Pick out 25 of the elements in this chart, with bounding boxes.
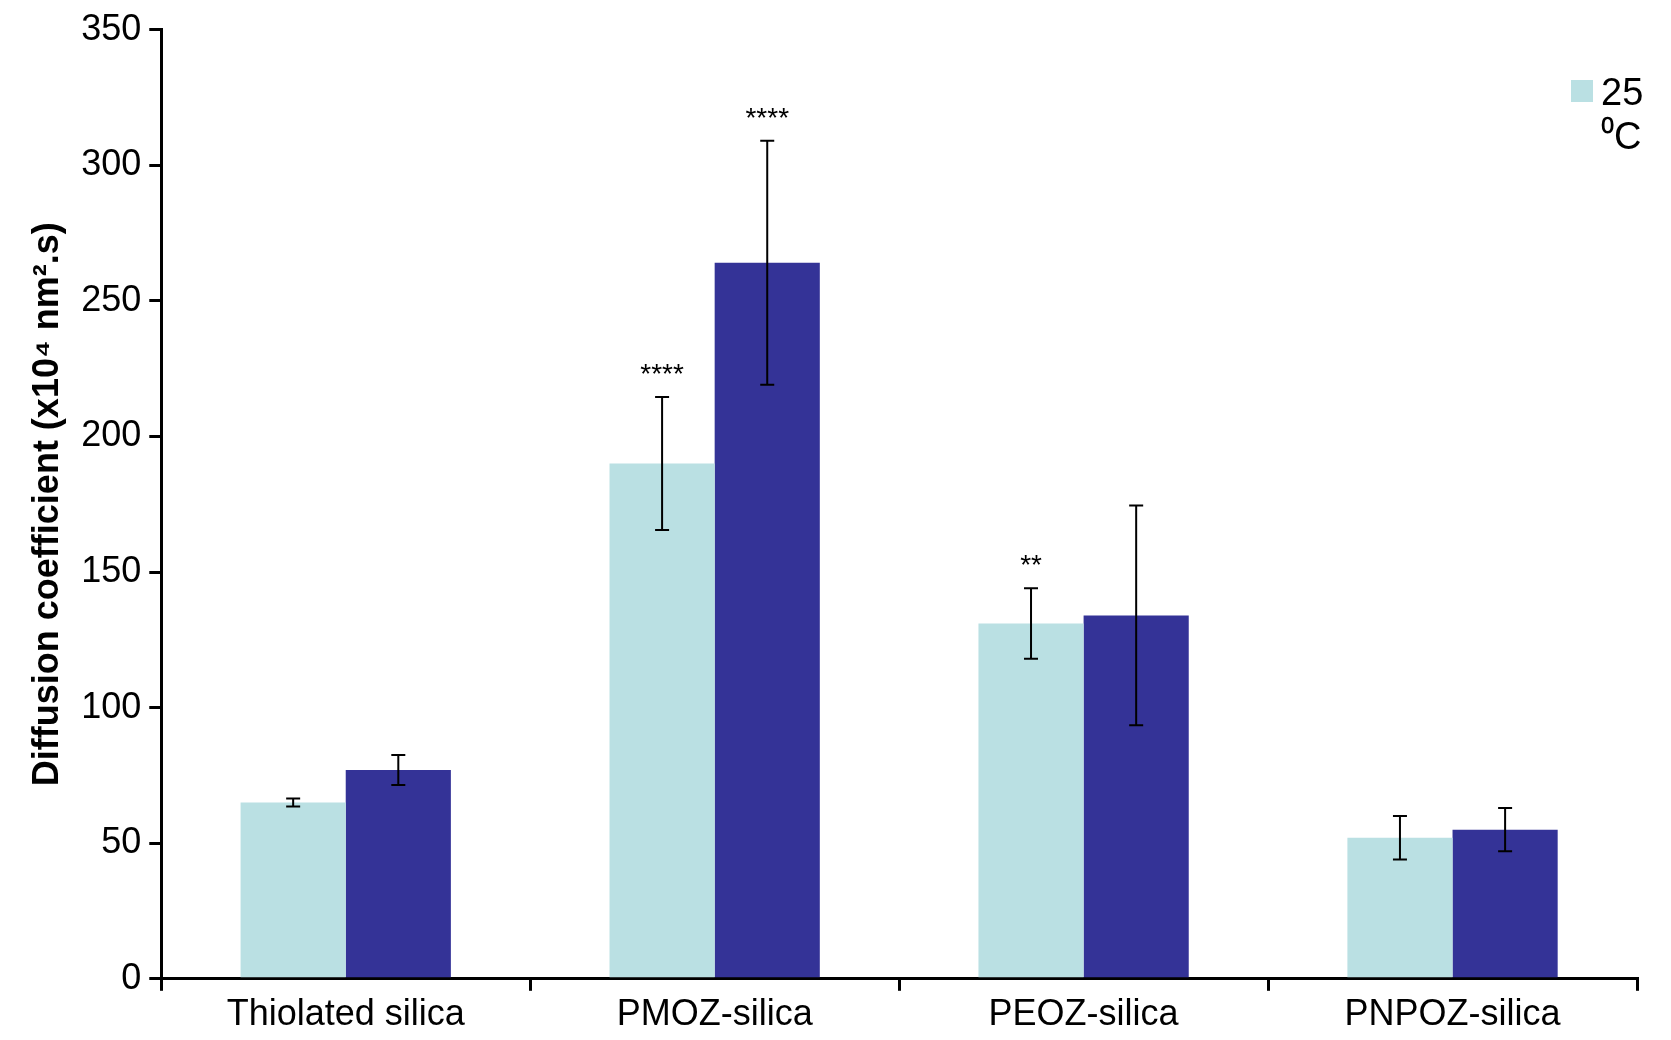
bar xyxy=(345,769,451,978)
y-tick-label: 200 xyxy=(81,413,142,455)
x-tick-label: PNPOZ-silica xyxy=(1344,992,1562,1034)
y-tick-label: 350 xyxy=(81,6,142,48)
y-tick-label: 250 xyxy=(81,277,142,319)
bar xyxy=(1083,615,1189,978)
bar xyxy=(1347,837,1453,978)
y-axis-title: Diffusion coefficient (x10⁴ nm².s) xyxy=(24,222,66,787)
y-tick-label: 150 xyxy=(81,548,142,590)
bar xyxy=(240,802,346,978)
bar xyxy=(714,262,820,978)
annotation: ** xyxy=(1020,548,1043,580)
bar xyxy=(1452,829,1558,978)
x-tick-label: PMOZ-silica xyxy=(616,992,814,1034)
bar xyxy=(609,463,715,978)
annotation: **** xyxy=(640,357,684,389)
y-tick-label: 100 xyxy=(81,684,142,726)
annotation: **** xyxy=(745,101,790,133)
x-tick-label: PEOZ-silica xyxy=(988,992,1180,1034)
y-tick-label: 0 xyxy=(121,955,142,997)
bar xyxy=(978,623,1084,978)
y-tick-label: 300 xyxy=(81,142,142,184)
y-tick-label: 50 xyxy=(101,820,142,862)
legend-label: 25 ⁰C xyxy=(1601,70,1645,158)
x-tick-label: Thiolated silica xyxy=(226,992,466,1034)
